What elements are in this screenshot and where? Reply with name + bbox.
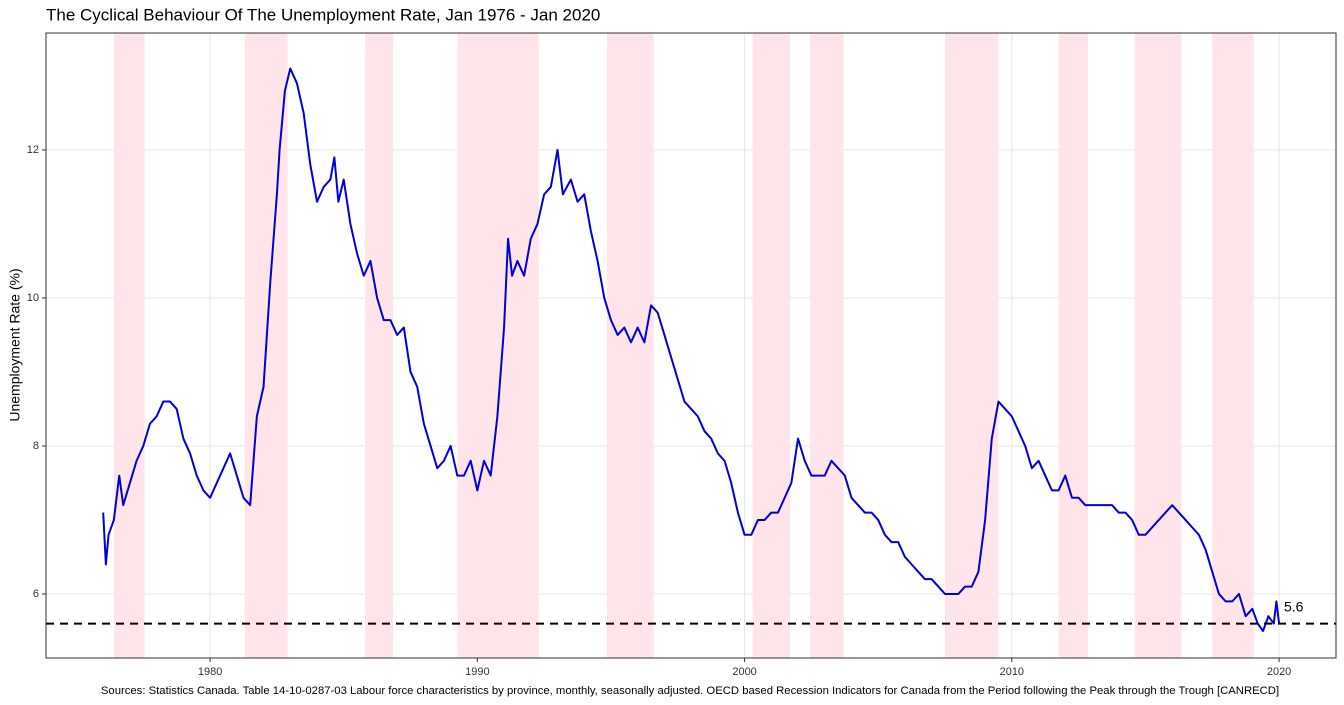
recession-band (606, 33, 654, 658)
x-tick-label: 2010 (1000, 666, 1024, 678)
x-tick-label: 2000 (732, 666, 756, 678)
panel-border (45, 32, 1337, 659)
y-tick-label: 12 (27, 144, 39, 156)
recession-band (457, 33, 539, 658)
recession-band (945, 33, 999, 658)
x-tick-label: 2020 (1267, 666, 1291, 678)
recession-band (113, 33, 145, 658)
recession-band (810, 33, 844, 658)
caption: Sources: Statistics Canada. Table 14-10-… (101, 685, 1279, 697)
chart-title: The Cyclical Behaviour Of The Unemployme… (46, 5, 600, 24)
x-tick-label: 1990 (465, 666, 489, 678)
recession-band (1058, 33, 1088, 658)
x-tick-label: 1980 (198, 666, 222, 678)
data-line (102, 67, 1281, 632)
reference-label: 5.6 (1284, 598, 1304, 614)
y-axis-title: Unemployment Rate (%) (7, 268, 23, 421)
recession-band (1212, 33, 1254, 658)
y-tick-label: 10 (27, 292, 39, 304)
y-tick-label: 8 (33, 440, 39, 452)
recession-band (365, 33, 394, 658)
y-tick-label: 6 (33, 588, 39, 600)
recession-band (752, 33, 791, 658)
recession-band (1134, 33, 1182, 658)
